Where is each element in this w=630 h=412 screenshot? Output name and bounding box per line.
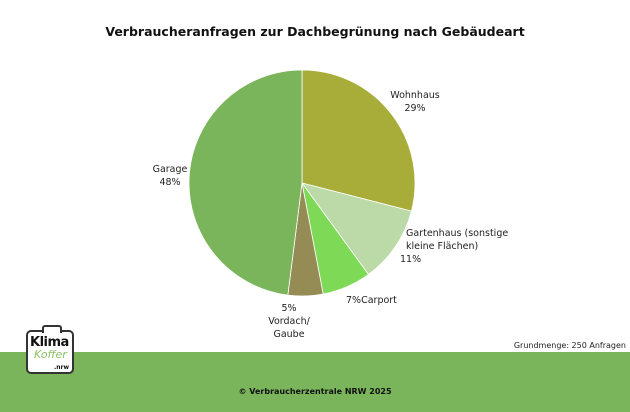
pie-slice-gartenhaus-sonstige-kleine-flächen [301,182,412,275]
sample-size-note: Grundmenge: 250 Anfragen [513,341,626,350]
label-gartenhaus-line1: Gartenhaus (sonstige [406,228,509,239]
label-vordach-line2: Gaube [273,329,305,340]
pie-slice-wohnhaus [301,69,416,212]
label-vordach: 5% Vordach/ Gaube [264,302,314,341]
footer-band [0,352,630,412]
label-garage-value: 48% [159,177,181,188]
label-garage: Garage 48% [148,163,192,189]
label-gartenhaus-value: 11% [400,254,422,265]
label-wohnhaus-name: Wohnhaus [390,90,440,101]
label-garage-name: Garage [152,164,188,175]
klimakoffer-logo: Klima Koffer .nrw [26,325,74,374]
label-vordach-line1: Vordach/ [268,316,310,327]
logo-handle [42,325,62,333]
copyright: © Verbraucherzentrale NRW 2025 [238,387,392,396]
label-carport-value: 7% [346,295,362,306]
label-wohnhaus: Wohnhaus 29% [385,89,445,115]
label-gartenhaus-line2: kleine Flächen) [406,241,479,252]
logo-text-line3: .nrw [53,364,69,371]
logo-text-line2: Koffer [34,348,67,361]
label-carport-name: Carport [361,295,397,306]
logo-text-line1: Klima [30,335,69,350]
label-vordach-value: 5% [281,303,297,314]
label-carport: 7%Carport [346,294,397,307]
label-gartenhaus: Gartenhaus (sonstige kleine Flächen) 11% [400,227,509,266]
label-wohnhaus-value: 29% [404,103,426,114]
chart-title: Verbraucheranfragen zur Dachbegrünung na… [105,24,525,39]
pie-slice-garage [188,69,303,296]
